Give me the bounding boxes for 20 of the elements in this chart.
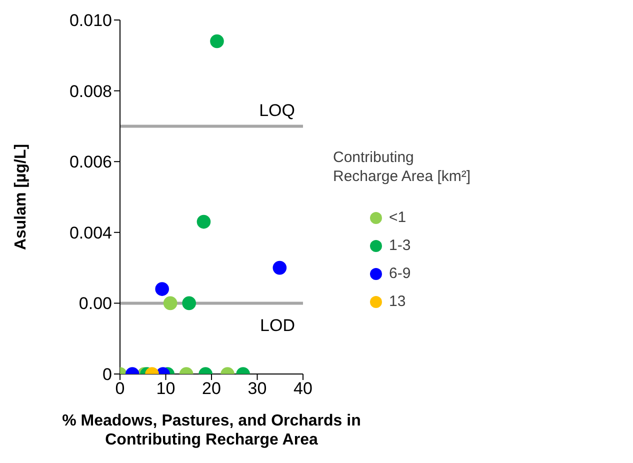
y-tick-label: 0.00 <box>78 294 112 314</box>
y-tick-label: 0.008 <box>69 82 112 101</box>
ref-line-label: LOD <box>260 316 295 336</box>
ref-line-label: LOQ <box>259 101 295 120</box>
legend-title: Contributing Recharge Area [km²] <box>333 148 472 186</box>
y-tick-label: 0.006 <box>69 152 112 172</box>
legend-label: 1-3 <box>389 237 411 254</box>
legend-label: <1 <box>389 209 406 226</box>
y-tick-label: 0.004 <box>69 223 112 242</box>
y-axis-title: Asulam [µg/L] <box>12 144 30 250</box>
legend-label: 6-9 <box>389 265 411 282</box>
y-tick-label: 0.010 <box>69 11 112 30</box>
x-axis-title: % Meadows, Pastures, and Orchards in Contributing Recharge Area <box>62 412 361 448</box>
x-tick-label: 30 <box>248 379 267 398</box>
x-tick-label: 40 <box>294 379 312 398</box>
legend-label: 13 <box>389 293 406 310</box>
x-tick-label: 10 <box>156 379 176 398</box>
x-tick-label: 0 <box>115 379 125 398</box>
x-tick-label: 20 <box>202 379 221 398</box>
y-tick-label: 0 <box>102 365 112 384</box>
